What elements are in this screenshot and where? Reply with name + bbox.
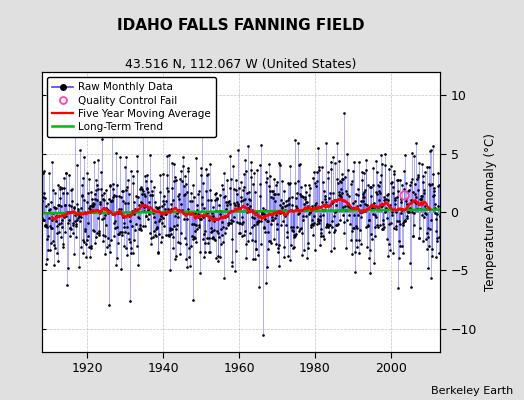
Text: Berkeley Earth: Berkeley Earth — [431, 386, 514, 396]
Title: 43.516 N, 112.067 W (United States): 43.516 N, 112.067 W (United States) — [125, 58, 357, 71]
Text: IDAHO FALLS FANNING FIELD: IDAHO FALLS FANNING FIELD — [117, 18, 365, 33]
Legend: Raw Monthly Data, Quality Control Fail, Five Year Moving Average, Long-Term Tren: Raw Monthly Data, Quality Control Fail, … — [47, 77, 216, 137]
Y-axis label: Temperature Anomaly (°C): Temperature Anomaly (°C) — [484, 133, 497, 291]
